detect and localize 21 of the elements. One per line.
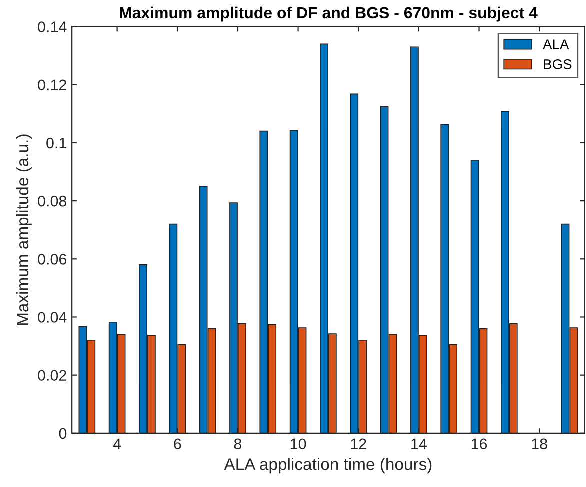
y-tick-label: 0.02 (38, 370, 66, 382)
chart-title: Maximum amplitude of DF and BGS - 670nm - subject 4 (120, 6, 538, 22)
x-tick-label: 12 (351, 438, 366, 450)
legend-label: ALA (543, 40, 570, 50)
y-tick-label: 0 (59, 428, 67, 440)
y-tick-label: 0.06 (38, 254, 67, 265)
x-tick-label: 4 (113, 438, 122, 450)
y-tick-label: 0.04 (38, 312, 67, 323)
y-tick-label: 0.14 (38, 22, 67, 32)
legend-label: BGS (544, 60, 572, 70)
x-tick-label: 10 (290, 438, 306, 450)
x-axis-title: ALA application time (hours) (224, 458, 432, 474)
y-tick-label: 0.12 (38, 80, 66, 91)
y-tick-label: 0.08 (38, 196, 67, 207)
x-tick-label: 14 (412, 438, 427, 450)
x-tick-label: 8 (234, 438, 242, 450)
x-tick-label: 18 (532, 438, 548, 450)
y-tick-label: 0.1 (46, 138, 66, 149)
x-tick-label: 16 (472, 438, 488, 450)
y-axis-title: Maximum amplitude (a.u.) (16, 134, 32, 326)
x-tick-label: 6 (174, 438, 182, 450)
